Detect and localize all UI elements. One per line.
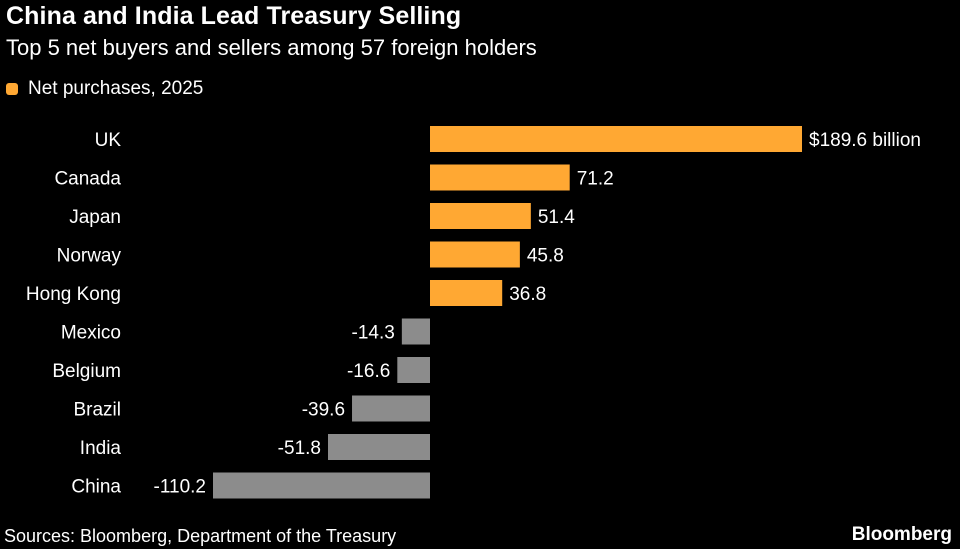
- bar-japan: [430, 203, 531, 229]
- chart-subtitle: Top 5 net buyers and sellers among 57 fo…: [6, 35, 537, 60]
- value-label-hong-kong: 36.8: [509, 284, 546, 305]
- bar-india: [327, 434, 430, 460]
- value-label-uk: $189.6 billion: [809, 130, 921, 151]
- category-label-belgium: Belgium: [52, 361, 121, 382]
- value-label-brazil: -39.6: [302, 400, 345, 421]
- value-label-belgium: -16.6: [347, 361, 390, 382]
- category-label-canada: Canada: [54, 169, 121, 190]
- value-label-canada: 71.2: [577, 169, 614, 190]
- category-label-uk: UK: [95, 130, 122, 151]
- bar-mexico: [401, 318, 430, 345]
- legend-swatch: [6, 83, 18, 95]
- category-label-norway: Norway: [57, 246, 122, 267]
- bar-belgium: [397, 357, 430, 383]
- bar-china: [213, 472, 430, 499]
- bar-canada: [430, 164, 570, 191]
- category-label-brazil: Brazil: [73, 400, 121, 421]
- category-label-india: India: [80, 438, 122, 459]
- value-label-china: -110.2: [154, 477, 206, 498]
- bloomberg-logo: Bloomberg: [851, 524, 952, 545]
- source-note: Sources: Bloomberg, Department of the Tr…: [4, 526, 397, 546]
- value-label-norway: 45.8: [527, 246, 564, 267]
- bar-brazil: [352, 395, 430, 422]
- value-label-japan: 51.4: [538, 207, 575, 228]
- bar-uk: [430, 126, 802, 152]
- category-label-japan: Japan: [69, 207, 121, 228]
- value-label-mexico: -14.3: [352, 323, 395, 344]
- bar-hong-kong: [430, 280, 503, 306]
- legend-label: Net purchases, 2025: [28, 78, 204, 99]
- category-label-mexico: Mexico: [61, 323, 121, 344]
- value-label-india: -51.8: [278, 438, 321, 459]
- category-label-hong-kong: Hong Kong: [26, 284, 121, 305]
- legend: Net purchases, 2025: [6, 78, 203, 100]
- chart-title: China and India Lead Treasury Selling: [6, 2, 462, 30]
- category-label-china: China: [71, 477, 121, 498]
- bar-norway: [430, 241, 520, 268]
